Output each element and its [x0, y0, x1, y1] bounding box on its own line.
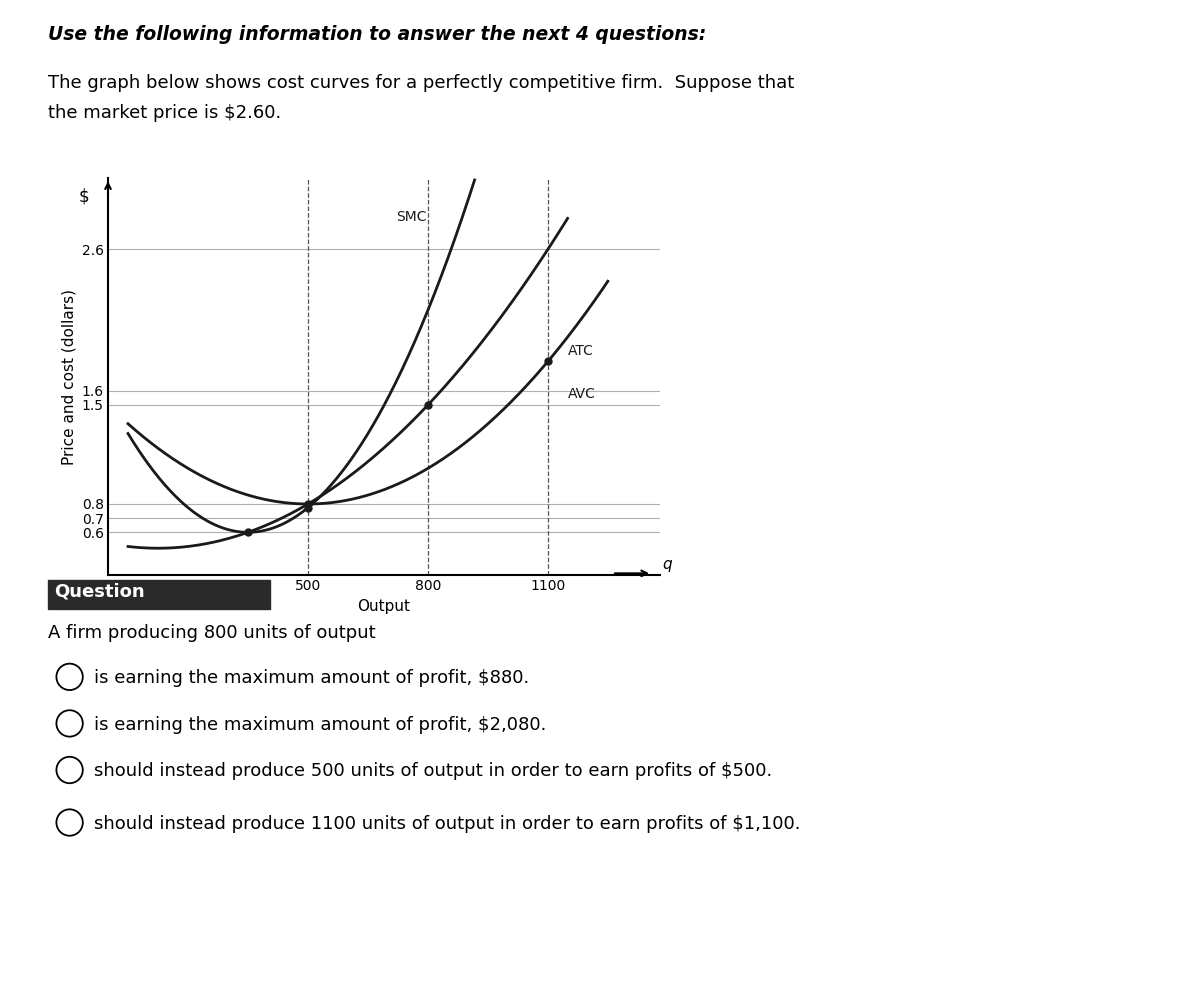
Text: is earning the maximum amount of profit, $880.: is earning the maximum amount of profit,… [94, 669, 529, 687]
Text: $: $ [79, 187, 89, 205]
Text: should instead produce 1100 units of output in order to earn profits of $1,100.: should instead produce 1100 units of out… [94, 815, 800, 832]
Text: q: q [662, 557, 672, 572]
Text: Question: Question [54, 583, 145, 601]
Text: ATC: ATC [568, 344, 594, 359]
Text: AVC: AVC [568, 386, 596, 400]
Text: the market price is $2.60.: the market price is $2.60. [48, 104, 281, 122]
Text: A firm producing 800 units of output: A firm producing 800 units of output [48, 624, 376, 642]
Text: The graph below shows cost curves for a perfectly competitive firm.  Suppose tha: The graph below shows cost curves for a … [48, 74, 794, 92]
Text: should instead produce 500 units of output in order to earn profits of $500.: should instead produce 500 units of outp… [94, 762, 772, 780]
Text: Use the following information to answer the next 4 questions:: Use the following information to answer … [48, 25, 707, 44]
X-axis label: Output: Output [358, 599, 410, 613]
Y-axis label: Price and cost (dollars): Price and cost (dollars) [61, 288, 76, 465]
Text: is earning the maximum amount of profit, $2,080.: is earning the maximum amount of profit,… [94, 716, 546, 733]
Text: SMC: SMC [396, 210, 426, 224]
